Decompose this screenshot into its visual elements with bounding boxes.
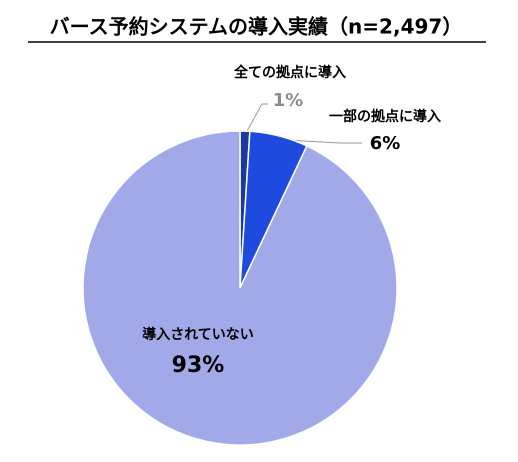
- leader-line: [285, 139, 362, 144]
- pie-slice: [82, 130, 398, 446]
- leader-line: [246, 103, 268, 132]
- slice-label: 導入されていない: [142, 326, 254, 343]
- value-label: 1%: [273, 90, 304, 111]
- slice-label: 一部の拠点に導入: [329, 108, 441, 125]
- value-label: 93%: [172, 353, 225, 378]
- value-label: 6%: [370, 133, 401, 154]
- chart-title: バース予約システムの導入実績（n=2,497）: [50, 15, 463, 39]
- slice-label: 全ての拠点に導入: [233, 64, 346, 81]
